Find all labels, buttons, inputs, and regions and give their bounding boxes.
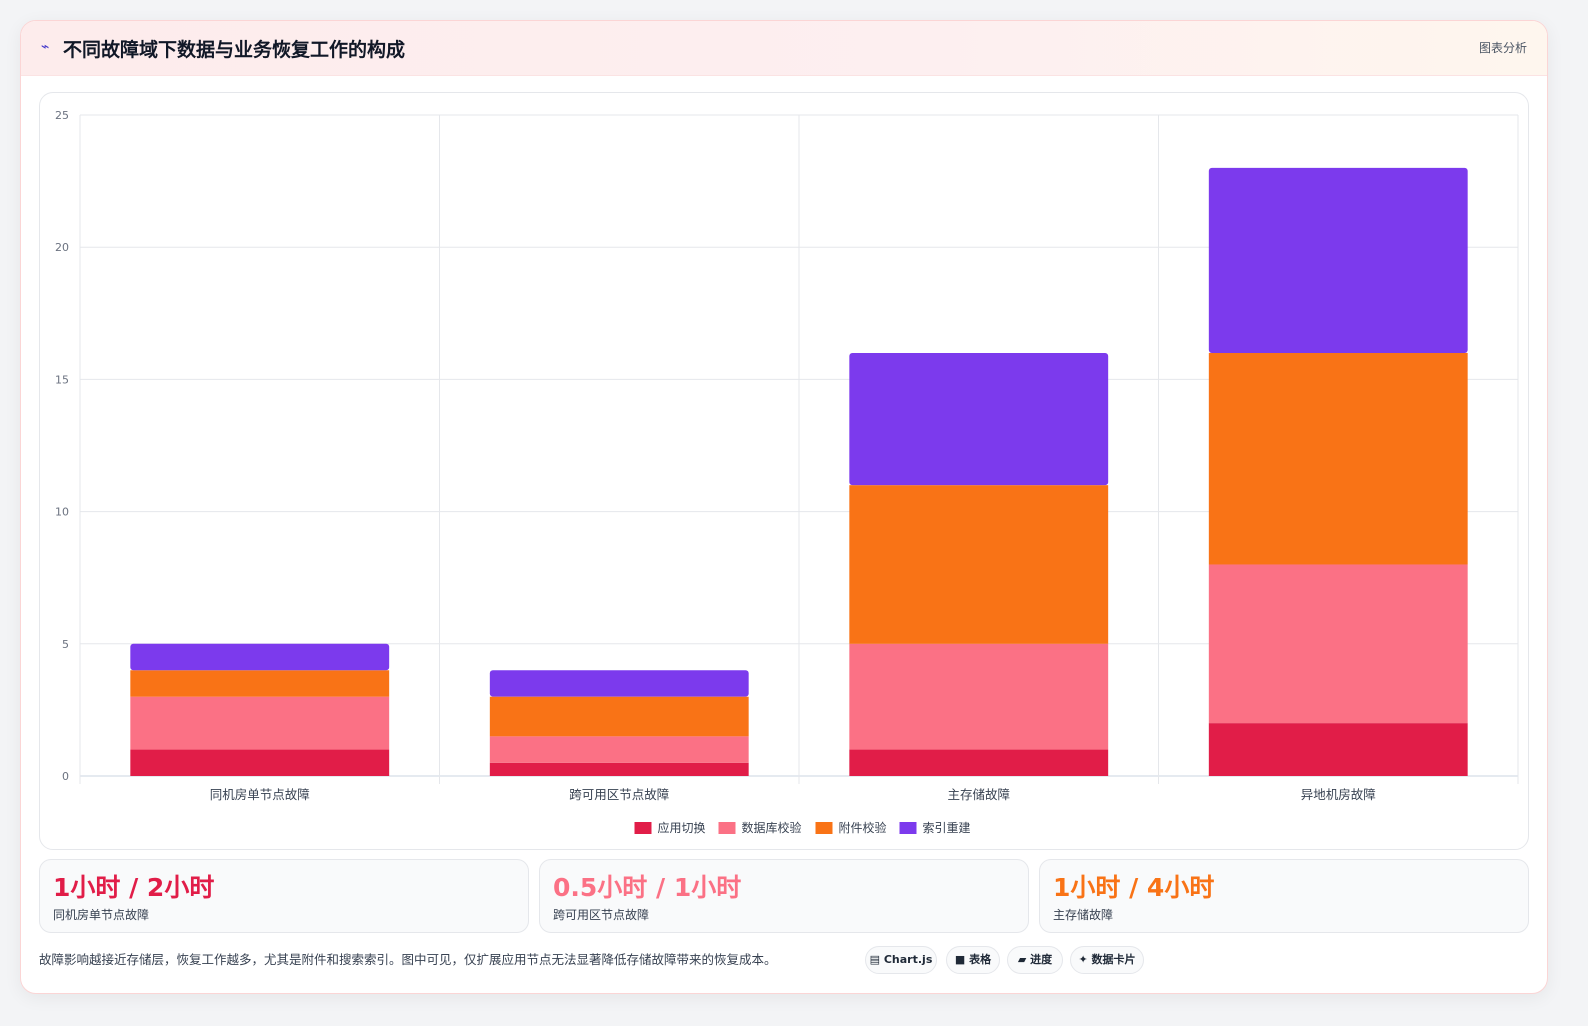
bar-segment [1208, 564, 1468, 724]
stat-cards: 1小时 / 2小时 同机房单节点故障 0.5小时 / 1小时 跨可用区节点故障 … [39, 859, 1529, 933]
legend-swatch [815, 822, 833, 834]
x-tick-label: 主存储故障 [947, 787, 1010, 802]
bar-segment [130, 670, 390, 697]
pill-datacard[interactable]: ✦ 数据卡片 [1070, 946, 1144, 974]
stat-value: 1小时 / 4小时 [1053, 873, 1215, 902]
bar-segment [849, 749, 1109, 776]
x-tick-label: 同机房单节点故障 [210, 787, 310, 802]
bar-segment [489, 736, 749, 763]
stat-card-2: 0.5小时 / 1小时 跨可用区节点故障 [539, 859, 1029, 933]
bar-segment [849, 485, 1109, 644]
bar-segment [130, 749, 390, 776]
pill-chartjs[interactable]: ▤ Chart.js [865, 946, 937, 974]
chart-analysis-tag[interactable]: 图表分析 [1478, 41, 1527, 55]
pill-progress[interactable]: ▰ 进度 [1007, 946, 1063, 974]
y-tick-label: 5 [62, 638, 69, 651]
y-tick-label: 10 [55, 506, 69, 519]
stat-card-3: 1小时 / 4小时 主存储故障 [1039, 859, 1529, 933]
chart-title: 不同故障域下数据与业务恢复工作的构成 [63, 39, 406, 61]
bar-segment [130, 643, 390, 671]
card-header: ⌁ 不同故障域下数据与业务恢复工作的构成 图表分析 [21, 21, 1547, 76]
stat-value: 0.5小时 / 1小时 [553, 873, 742, 902]
stat-value: 1小时 / 2小时 [53, 873, 215, 902]
legend-label: 附件校验 [839, 820, 887, 835]
legend-label: 索引重建 [923, 821, 971, 835]
bar-segment [489, 762, 749, 776]
bar-segment [489, 670, 749, 697]
legend-label: 数据库校验 [742, 820, 802, 835]
y-tick-label: 15 [55, 373, 69, 386]
chart-icon: ▤ [869, 953, 881, 966]
sparkle-icon: ✦ [1078, 953, 1088, 966]
legend-label: 应用切换 [658, 820, 706, 835]
x-tick-label: 异地机房故障 [1301, 787, 1376, 802]
legend-swatch [634, 822, 652, 834]
chart-card: ⌁ 不同故障域下数据与业务恢复工作的构成 图表分析 0 5 10 15 20 25 同机房单… [20, 20, 1548, 994]
bar-segment [130, 696, 390, 750]
y-tick-label: 0 [62, 770, 69, 783]
pill-table[interactable]: ■ 表格 [946, 946, 1000, 974]
pill-label: Chart.js [883, 953, 933, 966]
bar-segment [1208, 723, 1468, 776]
stat-card-1: 1小时 / 2小时 同机房单节点故障 [39, 859, 529, 933]
bar-segment [849, 643, 1109, 750]
stat-label: 跨可用区节点故障 [553, 908, 650, 922]
stacked-bar-chart: 0 5 10 15 20 25 同机房单节点故障 跨可用区节点故障 主存储故障 异地机房故障应用切… [55, 109, 1519, 835]
progress-icon: ▰ [1017, 953, 1027, 966]
bar-segment [1208, 167, 1468, 353]
pill-label: 进度 [1030, 953, 1053, 966]
x-tick-label: 跨可用区节点故障 [569, 787, 669, 802]
y-tick-label: 25 [55, 109, 69, 122]
pill-label: 表格 [969, 953, 992, 966]
legend-swatch [718, 822, 736, 834]
footer-note: 故障影响越接近存储层，恢复工作越多，尤其是附件和搜索索引。图中可见，仅扩展应用节… [39, 952, 777, 967]
bar-segment [1208, 352, 1468, 565]
y-tick-label: 20 [55, 241, 69, 254]
legend-swatch [899, 822, 917, 834]
bar-segment [489, 696, 749, 737]
chart-panel: 0 5 10 15 20 25 同机房单节点故障 跨可用区节点故障 主存储故障 异地机房故障应用切… [39, 92, 1529, 850]
stat-label: 同机房单节点故障 [53, 908, 150, 922]
chart-line-icon: ⌁ [41, 39, 50, 55]
bar-segment [849, 352, 1109, 486]
table-icon: ■ [954, 953, 966, 966]
stat-label: 主存储故障 [1053, 908, 1114, 922]
pill-label: 数据卡片 [1091, 953, 1136, 966]
